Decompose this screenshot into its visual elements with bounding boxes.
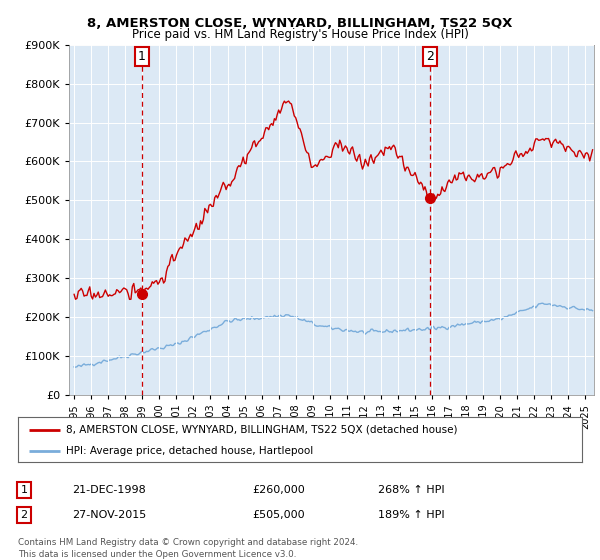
- Text: £505,000: £505,000: [252, 510, 305, 520]
- Text: 27-NOV-2015: 27-NOV-2015: [72, 510, 146, 520]
- Text: 8, AMERSTON CLOSE, WYNYARD, BILLINGHAM, TS22 5QX: 8, AMERSTON CLOSE, WYNYARD, BILLINGHAM, …: [88, 17, 512, 30]
- Text: Price paid vs. HM Land Registry's House Price Index (HPI): Price paid vs. HM Land Registry's House …: [131, 28, 469, 41]
- Text: 8, AMERSTON CLOSE, WYNYARD, BILLINGHAM, TS22 5QX (detached house): 8, AMERSTON CLOSE, WYNYARD, BILLINGHAM, …: [66, 424, 457, 435]
- Text: 189% ↑ HPI: 189% ↑ HPI: [378, 510, 445, 520]
- Text: 2: 2: [20, 510, 28, 520]
- Text: 2: 2: [427, 50, 434, 63]
- Text: 268% ↑ HPI: 268% ↑ HPI: [378, 485, 445, 495]
- Text: HPI: Average price, detached house, Hartlepool: HPI: Average price, detached house, Hart…: [66, 446, 313, 456]
- Text: 21-DEC-1998: 21-DEC-1998: [72, 485, 146, 495]
- Text: 1: 1: [20, 485, 28, 495]
- Text: £260,000: £260,000: [252, 485, 305, 495]
- Text: 1: 1: [137, 50, 146, 63]
- Text: Contains HM Land Registry data © Crown copyright and database right 2024.
This d: Contains HM Land Registry data © Crown c…: [18, 538, 358, 559]
